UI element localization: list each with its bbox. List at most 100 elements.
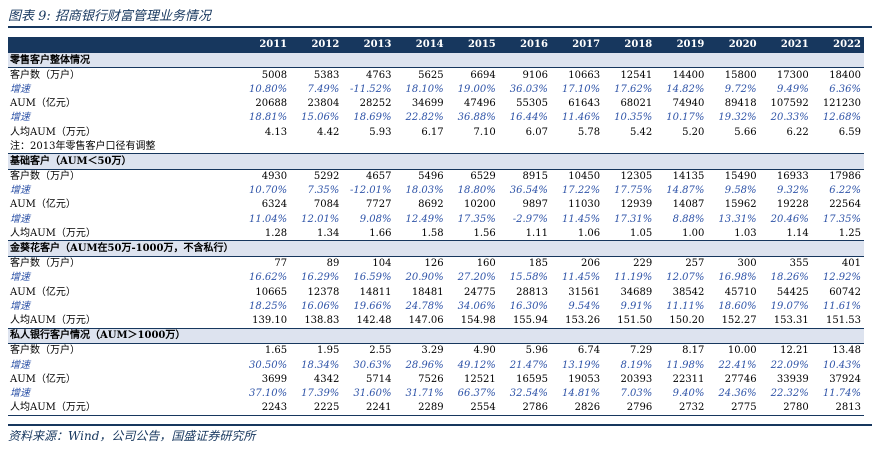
table-row: AUM（亿元） 3699 4342 5714 7526 12521 16595 19053 20… (8, 372, 864, 386)
table-cell: 152.27 (721, 314, 757, 326)
table-cell: 16.59% (353, 272, 392, 284)
row-label: 增速 (10, 387, 30, 399)
table-cell: 66.37% (457, 387, 496, 399)
table-cell: 22.82% (405, 112, 444, 124)
table-cell: 12.92% (822, 272, 861, 284)
table-cell: 10.17% (666, 112, 705, 124)
table-cell: 355 (789, 258, 809, 270)
table-cell: 28.96% (405, 359, 444, 371)
table-cell: 18.60% (718, 300, 757, 312)
table-cell: 6.74 (577, 345, 601, 357)
table-cell: 12521 (463, 373, 496, 385)
table-cell: 4.42 (317, 126, 340, 138)
table-cell: 10450 (568, 171, 601, 183)
table-cell: 185 (528, 258, 548, 270)
table-row: AUM（亿元） 20688 23804 28252 34699 47496 55305 616… (8, 97, 864, 111)
year-header: 2016 (498, 37, 551, 53)
table-cell: 3.29 (421, 345, 444, 357)
table-cell: 6324 (261, 199, 288, 211)
table-cell: 17.62% (614, 83, 653, 95)
table-cell: 5714 (366, 373, 392, 385)
table-cell: 17.31% (614, 213, 653, 225)
table-cell: 17.35% (822, 213, 861, 225)
table-cell: 206 (581, 258, 601, 270)
table-cell: 6694 (470, 69, 496, 81)
table-cell: 31.60% (353, 387, 392, 399)
table-cell: 5496 (418, 171, 444, 183)
table-row: 增速 10.70% 7.35% -12.01% 18.03% 18.80% 36.54% 17… (8, 184, 864, 198)
year-header: 2019 (655, 37, 708, 53)
table-cell: 8692 (418, 199, 444, 211)
table-cell: 11.45% (561, 272, 601, 284)
table-cell: 107592 (770, 98, 809, 110)
table-row: AUM（亿元） 6324 7084 7727 8692 10200 9897 11030 129… (8, 198, 864, 212)
table-cell: 10.35% (614, 112, 653, 124)
table-cell: 9.49% (776, 83, 809, 95)
table-row: 人均AUM（万元） 4.13 4.42 5.93 6.17 7.10 6.07 5.78 5.4… (8, 125, 864, 139)
table-cell: 121230 (822, 98, 861, 110)
table-cell: 5.93 (369, 126, 392, 138)
table-cell: 7727 (366, 199, 392, 211)
table-cell: 1.25 (838, 227, 861, 239)
table-cell: 60742 (829, 286, 861, 298)
table-cell: 142.48 (356, 314, 392, 326)
table-cell: 150.20 (669, 314, 705, 326)
table-cell: 13.19% (561, 359, 601, 371)
table-cell: 2225 (290, 400, 343, 416)
table-cell: 20393 (620, 373, 653, 385)
table-cell: 104 (372, 258, 392, 270)
table-cell: 12.21 (780, 345, 809, 357)
table-row: 人均AUM（万元） 1.28 1.34 1.66 1.58 1.56 1.11 1.06 1.0… (8, 226, 864, 241)
table-cell: 12541 (620, 69, 653, 81)
table-cell: 45710 (724, 286, 757, 298)
table-cell: 16.98% (718, 272, 757, 284)
table-cell: 4657 (366, 171, 392, 183)
table-cell: 5.78 (577, 126, 601, 138)
table-cell: 153.31 (773, 314, 809, 326)
table-cell: 14811 (359, 286, 392, 298)
section-title: 金葵花客户（AUM在50万-1000万，不含私行） (8, 240, 864, 257)
table-cell: 1.56 (473, 227, 496, 239)
table-cell: 34.06% (457, 300, 496, 312)
row-label: 客户数（万户） (10, 171, 80, 183)
table-cell: 30.50% (249, 359, 288, 371)
table-cell: 7084 (313, 199, 340, 211)
table-cell: 9.40% (672, 387, 705, 399)
table-cell: 27746 (724, 373, 757, 385)
table-cell: 22564 (829, 199, 861, 211)
table-cell: 15800 (724, 69, 757, 81)
table-cell: 17.35% (457, 213, 496, 225)
table-cell: 16595 (516, 373, 548, 385)
table-cell: 18.10% (405, 83, 444, 95)
table-cell: 89418 (724, 98, 757, 110)
table-cell: 22.09% (770, 359, 809, 371)
year-header: 2013 (342, 37, 395, 53)
table-cell: 9.58% (724, 185, 757, 197)
table-row: 客户数（万户） 5008 5383 4763 5625 6694 9106 10663 1254… (8, 68, 864, 83)
table-cell: 18.26% (770, 272, 809, 284)
table-cell: 18400 (829, 69, 861, 81)
table-cell: 2241 (342, 400, 395, 416)
table-cell: 5.20 (682, 126, 705, 138)
table-cell: 12.07% (666, 272, 705, 284)
table-cell: 5625 (418, 69, 444, 81)
table-cell: 153.26 (565, 314, 601, 326)
row-label: 增速 (10, 300, 30, 312)
table-cell: 37924 (829, 373, 861, 385)
table-cell: 138.83 (304, 314, 340, 326)
table-cell: 1.03 (734, 227, 757, 239)
source-note: 资料来源：Wind，公司公告，国盛证券研究所 (8, 424, 872, 444)
row-label: AUM（亿元） (10, 373, 76, 385)
table-cell: 11.11% (666, 300, 705, 312)
table-cell: 9.54% (568, 300, 601, 312)
table-cell: 16.44% (509, 112, 548, 124)
table-cell: 17300 (776, 69, 809, 81)
row-label: 增速 (10, 359, 30, 371)
row-label: 人均AUM（万元） (10, 126, 96, 138)
table-cell: 19.00% (457, 83, 496, 95)
table-cell: 229 (633, 258, 653, 270)
table-cell: 10.43% (822, 359, 861, 371)
table-cell: 14.81% (561, 387, 601, 399)
table-cell: 15.06% (301, 112, 340, 124)
figure-title: 图表 9: 招商银行财富管理业务情况 (8, 6, 872, 28)
